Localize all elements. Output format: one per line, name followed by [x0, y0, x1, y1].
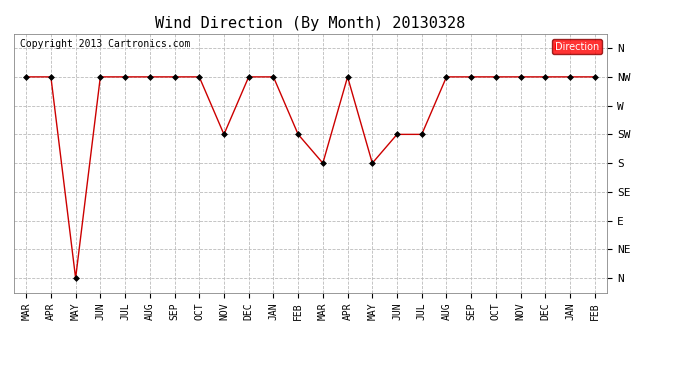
Title: Wind Direction (By Month) 20130328: Wind Direction (By Month) 20130328 — [155, 16, 466, 31]
Legend: Direction: Direction — [552, 39, 602, 54]
Text: Copyright 2013 Cartronics.com: Copyright 2013 Cartronics.com — [20, 39, 190, 49]
